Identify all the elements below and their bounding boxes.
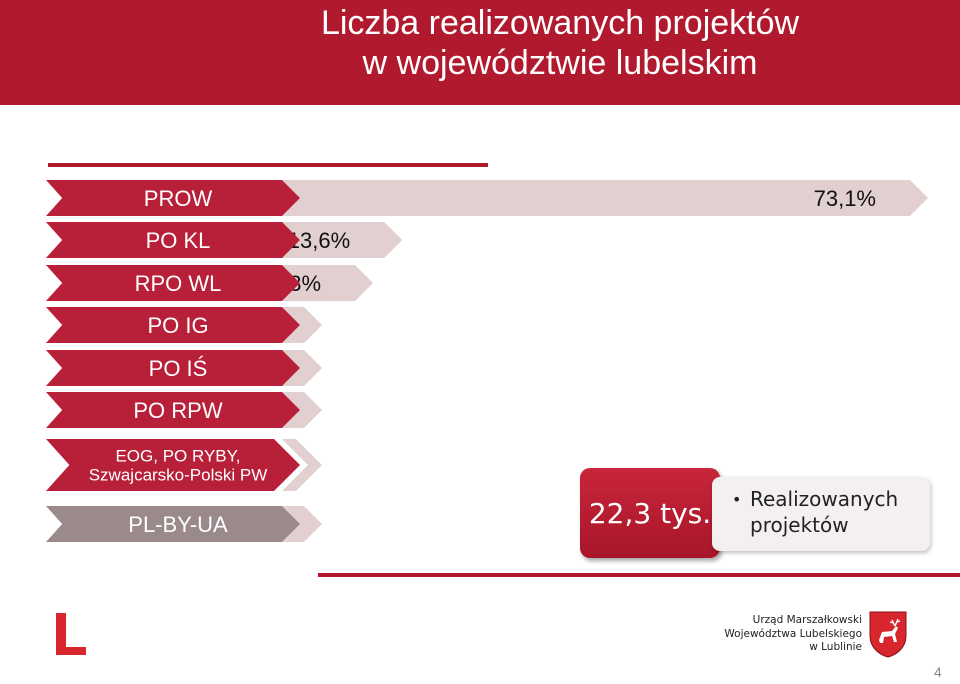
deer-emblem-icon xyxy=(869,611,907,658)
category-arrow-2 xyxy=(46,265,300,301)
page-number: 4 xyxy=(934,664,942,680)
page-title-line1: Liczba realizowanych projektów xyxy=(320,4,800,42)
category-label-3: PO IG xyxy=(147,313,208,338)
categories-layer: PROW PO KL RPO WL PO IG PO IŚ PO RPW EOG, PO R… xyxy=(46,180,300,542)
total-projects-value: 22,3 tys. xyxy=(580,468,720,558)
institution-line3: w Lublinie xyxy=(809,641,862,653)
header-bar xyxy=(0,0,960,105)
bullet-icon: • xyxy=(732,490,742,509)
category-label-4: PO IŚ xyxy=(149,356,208,381)
institution-line1: Urząd Marszałkowski xyxy=(752,614,862,626)
bar-6 xyxy=(282,439,322,491)
page-title-line2: w województwie lubelskim xyxy=(362,44,758,82)
category-label-0: PROW xyxy=(144,186,213,211)
category-label-6-line2: Szwajcarsko-Polski PW xyxy=(89,466,268,485)
category-label-2: RPO WL xyxy=(135,271,222,296)
total-label-text: Realizowanych projektów xyxy=(750,486,926,538)
institution-name: Urząd Marszałkowski Województwa Lubelski… xyxy=(720,614,862,655)
category-arrow-1 xyxy=(46,222,300,258)
category-arrow-6 xyxy=(46,439,300,491)
bar-3 xyxy=(282,307,322,343)
category-arrow-0 xyxy=(46,180,300,216)
bar-5 xyxy=(282,392,322,428)
total-projects-label: • Realizowanych projektów xyxy=(712,477,930,551)
bar-4 xyxy=(282,350,322,386)
bar-7 xyxy=(282,506,322,542)
category-label-1: PO KL xyxy=(146,228,211,253)
bar-2 xyxy=(282,265,374,301)
category-arrow-7 xyxy=(46,506,300,542)
category-arrow-5 xyxy=(46,392,300,428)
category-label-5: PO RPW xyxy=(133,398,222,423)
category-arrow-4 xyxy=(46,350,300,386)
value-label-0: 73,1% xyxy=(814,186,876,211)
top-divider xyxy=(48,163,488,167)
l-logo-icon xyxy=(56,613,86,655)
total-label-line1: Realizowanych xyxy=(750,487,899,511)
bar-1 xyxy=(282,222,403,258)
bar-0 xyxy=(282,180,928,216)
institution-line2: Województwa Lubelskiego xyxy=(724,627,862,640)
category-label-6-line1: EOG, PO RYBY, xyxy=(115,447,240,466)
category-label-7: PL-BY-UA xyxy=(128,512,228,537)
total-label-line2: projektów xyxy=(750,513,849,537)
category-arrow-3 xyxy=(46,307,300,343)
bottom-divider xyxy=(318,573,960,577)
